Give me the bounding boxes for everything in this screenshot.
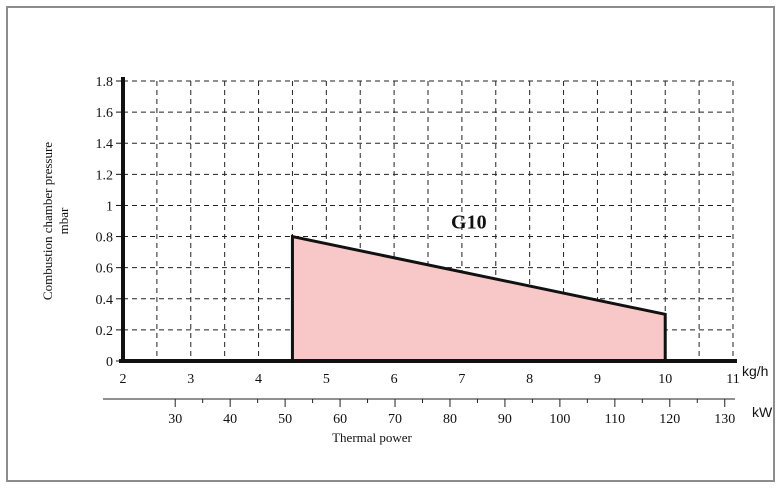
y-tick-label: 1.6 <box>96 106 114 121</box>
kw-tick-label: 110 <box>605 412 625 427</box>
kw-tick-label: 60 <box>333 412 347 427</box>
y-tick-labels: 0 0.2 0.4 0.6 0.8 1 1.2 1.4 1.6 1.8 <box>96 75 123 370</box>
y-tick-label: 1 <box>106 199 113 214</box>
x-unit-primary: kg/h <box>742 363 768 379</box>
y-axis-label-line2: mbar <box>56 207 71 234</box>
y-tick-label: 1.8 <box>96 75 114 90</box>
kw-tick-label: 120 <box>659 412 680 427</box>
x-tick-label: 4 <box>255 372 262 387</box>
kw-tick-label: 40 <box>223 412 237 427</box>
series-areas: G10 <box>290 212 667 363</box>
x-tick-label: 11 <box>726 372 739 387</box>
kw-tick-label: 30 <box>168 412 182 427</box>
x-tick-label: 10 <box>658 372 672 387</box>
grid-lines <box>123 80 734 361</box>
kw-tick-label: 90 <box>498 412 512 427</box>
y-tick-label: 1.4 <box>96 137 114 152</box>
x-tick-label: 8 <box>526 372 533 387</box>
x-tick-label: 6 <box>391 372 398 387</box>
x-unit-secondary: kW <box>752 404 773 420</box>
y-tick-label: 0.8 <box>96 231 114 246</box>
x-tick-label: 7 <box>458 372 465 387</box>
x-tick-label: 3 <box>187 372 194 387</box>
y-tick-label: 1.2 <box>96 168 114 183</box>
x-axis-label: Thermal power <box>332 430 412 445</box>
x-tick-label: 2 <box>120 372 127 387</box>
x-tick-labels: 2 3 4 5 6 7 8 9 10 11 <box>120 372 740 387</box>
kw-axis: 30 40 50 60 70 80 90 100 110 120 130 <box>103 398 735 427</box>
axes <box>119 77 737 363</box>
kw-tick-label: 100 <box>549 412 570 427</box>
y-axis-label-line1: Combustion chamber pressure <box>40 142 55 300</box>
kw-tick-label: 80 <box>443 412 457 427</box>
kw-tick-label: 50 <box>278 412 292 427</box>
y-tick-label: 0 <box>106 355 113 370</box>
y-tick-label: 0.2 <box>96 324 114 339</box>
kw-tick-label: 130 <box>714 412 735 427</box>
chart-frame <box>6 6 775 482</box>
x-tick-label: 5 <box>323 372 330 387</box>
series-label: G10 <box>451 212 487 234</box>
x-tick-label: 9 <box>594 372 601 387</box>
y-tick-label: 0.6 <box>96 262 114 277</box>
kw-tick-label: 70 <box>388 412 402 427</box>
y-tick-label: 0.4 <box>96 293 114 308</box>
